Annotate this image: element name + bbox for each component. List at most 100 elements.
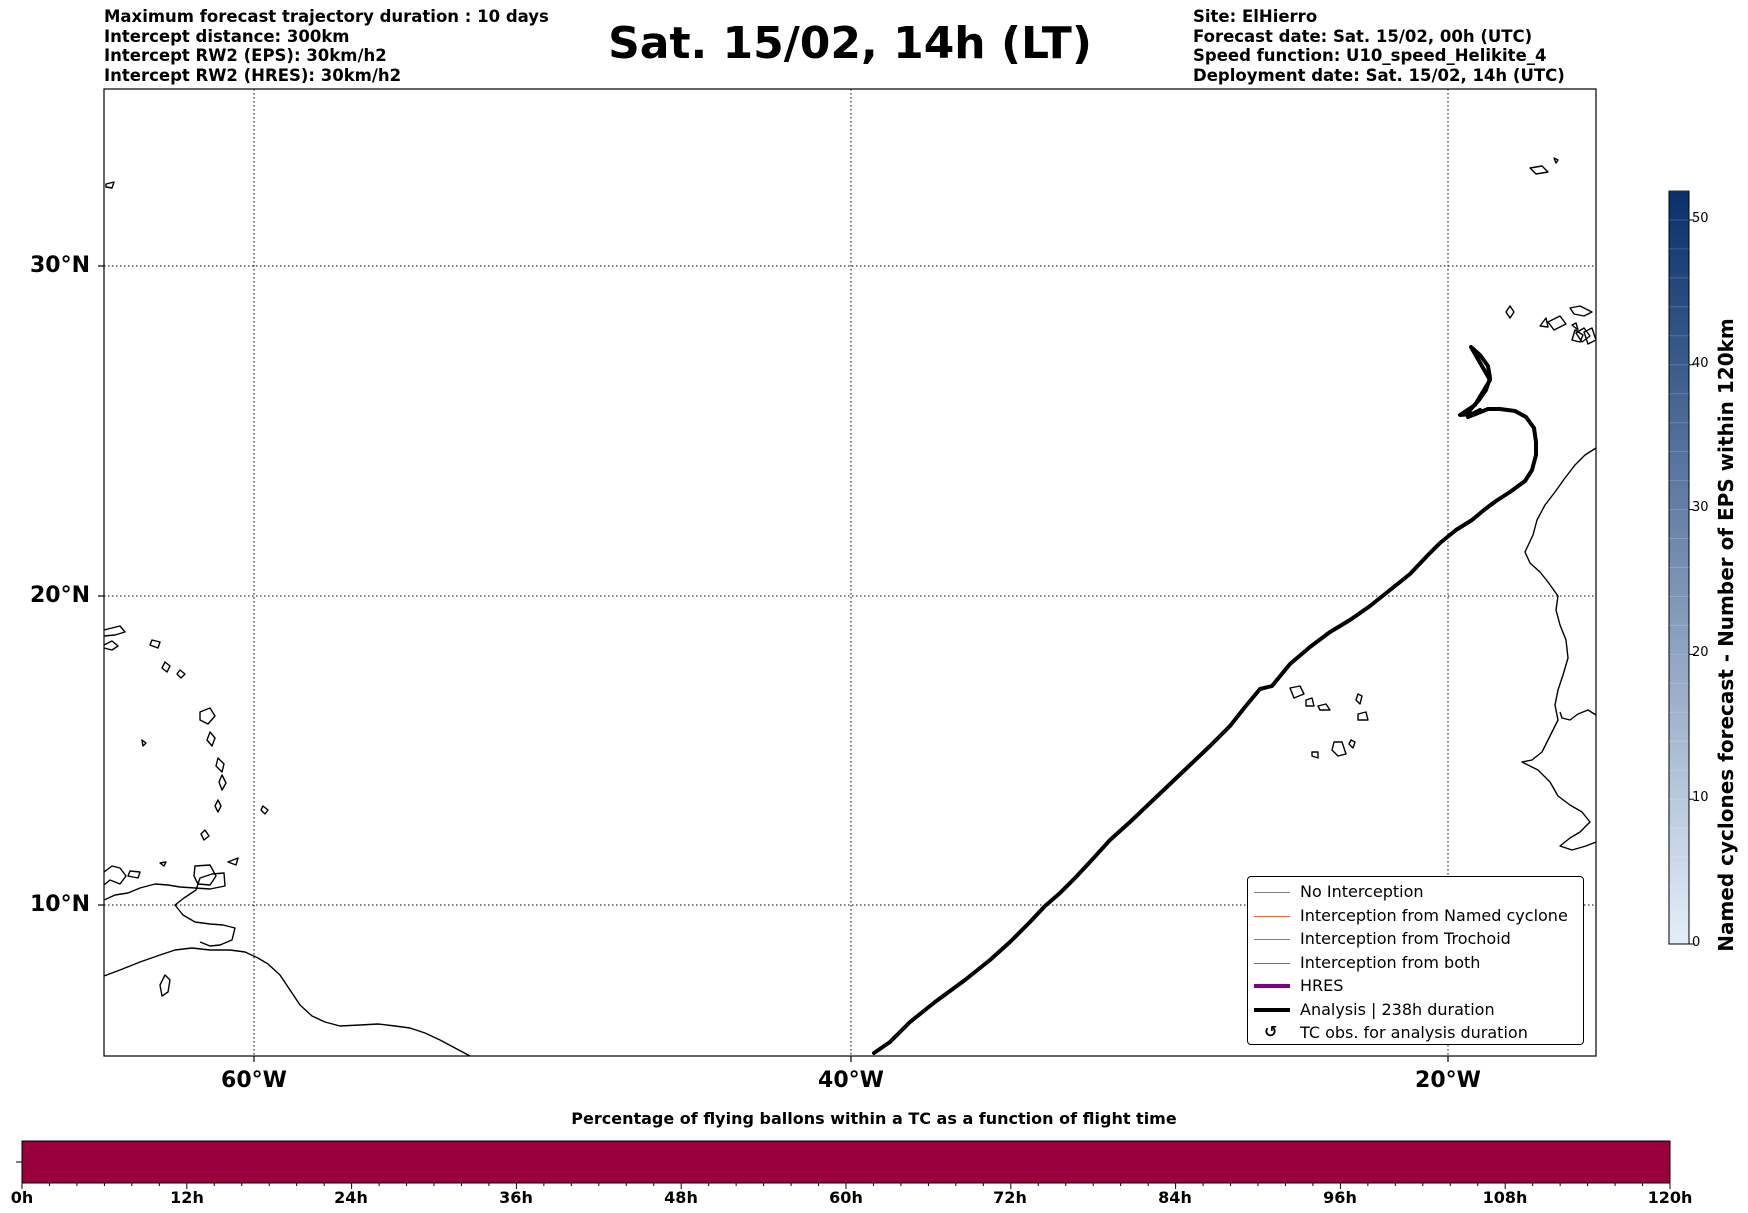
flight-time-tick-48h: 48h: [664, 1188, 698, 1207]
info-line-forecast-date: Forecast date: Sat. 15/02, 00h (UTC): [1193, 26, 1533, 46]
coastline-west-africa: [1521, 447, 1596, 851]
info-line-speed-function: Speed function: U10_speed_Helikite_4: [1193, 46, 1547, 65]
colorbar-tick-30: 30: [1692, 500, 1709, 515]
island-guyana-coast: [159, 974, 171, 997]
colorbar-tickmarks: [1689, 219, 1694, 945]
flight-time-tick-72h: 72h: [993, 1188, 1027, 1207]
island-martinique: [215, 757, 225, 773]
legend-item-hres: HRES: [1248, 975, 1583, 999]
coastline-south-america: [104, 947, 471, 1056]
flight-time-bar-fill: [22, 1141, 1670, 1183]
flight-time-tick-labels: 0h 12h 24h 36h 48h 60h 72h 84h 96h 108h …: [0, 1188, 1748, 1210]
island-lanzarote: [1569, 305, 1593, 317]
info-line-deployment-date: Deployment date: Sat. 15/02, 14h (UTC): [1193, 65, 1565, 85]
flight-time-bar-title: Percentage of flying ballons within a TC…: [571, 1109, 1177, 1128]
flight-time-tick-24h: 24h: [334, 1188, 368, 1207]
legend-item-analysis: Analysis | 238h duration: [1248, 999, 1583, 1023]
island-puerto-rico: [104, 640, 119, 651]
info-line-site: Site: ElHierro: [1193, 7, 1318, 26]
coastline-west-africa-north: [1559, 709, 1596, 721]
legend-label: Interception from both: [1300, 952, 1481, 972]
island-small-1: [159, 861, 167, 867]
island-virgin: [149, 639, 161, 649]
island-st-lucia: [218, 774, 227, 791]
info-line-intercept-eps: Intercept RW2 (EPS): 30km/h2: [104, 46, 387, 65]
flight-time-tick-84h: 84h: [1158, 1188, 1192, 1207]
colorbar-tick-10: 10: [1692, 790, 1709, 805]
island-santo-antao: [1289, 685, 1305, 699]
flight-time-tick-12h: 12h: [170, 1188, 204, 1207]
island-madeira: [1529, 165, 1549, 175]
flight-time-minor-ticks: [21, 1183, 1671, 1189]
colorbar-gradient: [1668, 190, 1690, 945]
map-legend: No Interception Interception from Named …: [1247, 876, 1584, 1045]
island-trinidad: [193, 864, 217, 886]
legend-swatch: [1254, 962, 1290, 964]
map-title: Sat. 15/02, 14h (LT): [608, 18, 1092, 69]
island-barbados: [260, 805, 269, 815]
island-morocco-shore: [1571, 329, 1584, 343]
colorbar-tick-20: 20: [1692, 645, 1709, 660]
flight-time-tick-120h: 120h: [1647, 1188, 1693, 1207]
island-canary-east: [1583, 327, 1596, 345]
legend-label: Interception from Named cyclone: [1300, 905, 1568, 925]
island-st-kitts: [161, 661, 171, 673]
site-parameters: Site: ElHierro Forecast date: Sat. 15/02…: [1193, 7, 1565, 85]
info-line-intercept-distance: Intercept distance: 300km: [104, 26, 350, 46]
island-st-vincent: [214, 799, 222, 813]
island-tenerife: [1547, 315, 1567, 331]
lat-label-20n: 20°N: [29, 583, 90, 608]
flight-time-tick-60h: 60h: [829, 1188, 863, 1207]
island-small-madeira: [1553, 157, 1559, 164]
lat-label-10n: 10°N: [29, 892, 90, 917]
island-sao-nicolau: [1317, 703, 1331, 711]
legend-swatch: [1254, 1007, 1290, 1012]
island-small-2: [141, 739, 147, 747]
cyclone-icon: ↺: [1264, 1022, 1278, 1041]
info-line-intercept-hres: Intercept RW2 (HRES): 30km/h2: [104, 65, 402, 85]
island-la-palma: [1505, 305, 1515, 319]
island-canary-west: [1571, 322, 1579, 331]
island-curacao: [127, 870, 141, 879]
colorbar-tick-40: 40: [1692, 356, 1709, 371]
legend-label: Analysis | 238h duration: [1300, 999, 1495, 1019]
lon-label-20w: 20°W: [1415, 1068, 1481, 1093]
legend-label: TC obs. for analysis duration: [1300, 1023, 1528, 1042]
island-tobago: [227, 857, 239, 866]
colorbar-bands: [1669, 190, 1689, 916]
coastline-venezuela: [104, 872, 236, 947]
island-guadeloupe: [199, 707, 216, 725]
legend-item-tc-obs: ↺ TC obs. for analysis duration: [1248, 1022, 1583, 1046]
island-fuerteventura: [1539, 317, 1549, 328]
legend-item-named-cyclone: Interception from Named cyclone: [1248, 905, 1583, 929]
island-sal: [1355, 693, 1363, 705]
legend-item-no-interception: No Interception: [1248, 881, 1583, 905]
coastline-colombia: [104, 865, 127, 886]
island-dominica: [206, 731, 216, 747]
island-santiago: [1331, 741, 1347, 757]
island-gran-canaria: [1575, 327, 1591, 343]
legend-swatch: [1254, 892, 1290, 893]
coastlines: [104, 157, 1596, 1056]
colorbar-tick-50: 50: [1692, 211, 1709, 226]
map-ticks: [98, 265, 1449, 1062]
legend-label: Interception from Trochoid: [1300, 929, 1511, 948]
flight-time-tick-0h: 0h: [10, 1188, 34, 1207]
island-bermuda: [105, 181, 115, 189]
legend-item-both: Interception from both: [1248, 952, 1583, 976]
flight-time-tick-108h: 108h: [1482, 1188, 1528, 1207]
island-antigua: [176, 669, 186, 679]
forecast-parameters: Maximum forecast trajectory duration : 1…: [104, 7, 549, 85]
island-grenada: [200, 829, 210, 841]
lon-label-60w: 60°W: [221, 1068, 287, 1093]
island-maio: [1348, 739, 1356, 749]
island-boa-vista: [1357, 711, 1369, 721]
legend-label: HRES: [1300, 976, 1344, 995]
flight-time-tick-96h: 96h: [1323, 1188, 1357, 1207]
island-hispaniola: [104, 625, 126, 637]
info-line-duration: Maximum forecast trajectory duration : 1…: [104, 7, 549, 26]
colorbar-tick-0: 0: [1692, 935, 1701, 950]
island-sao-vicente: [1305, 697, 1315, 707]
legend-swatch: [1254, 984, 1290, 988]
